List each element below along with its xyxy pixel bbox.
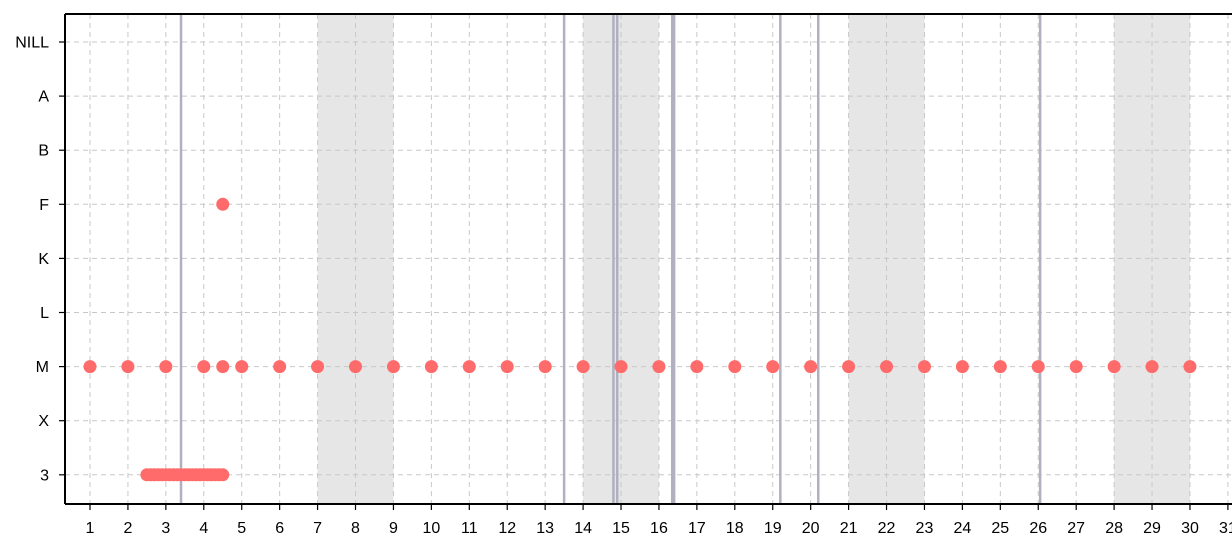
data-point bbox=[197, 360, 211, 374]
x-tick-label: 20 bbox=[802, 520, 820, 537]
data-point bbox=[216, 197, 230, 211]
x-tick-label: 6 bbox=[275, 520, 284, 537]
data-point bbox=[576, 360, 590, 374]
x-tick-label: 24 bbox=[953, 520, 971, 537]
x-tick-labels: 1 2 3 4 5 6 7 8 9 10 11 12 13 14 15 16 17 18 19 20 21 22 23 24 2… bbox=[86, 504, 1232, 537]
data-point bbox=[614, 360, 628, 374]
data-point bbox=[652, 360, 666, 374]
y-tick-label: F bbox=[39, 197, 49, 214]
x-tick-label: 1 bbox=[86, 520, 95, 537]
data-point bbox=[386, 360, 400, 374]
x-tick-label: 11 bbox=[461, 520, 478, 537]
data-point bbox=[121, 360, 135, 374]
x-tick-label: 2 bbox=[123, 520, 132, 537]
x-tick-label: 8 bbox=[351, 520, 360, 537]
data-point bbox=[235, 360, 249, 374]
y-tick-label: M bbox=[36, 359, 49, 376]
data-point bbox=[1183, 360, 1197, 374]
x-tick-label: 5 bbox=[237, 520, 246, 537]
x-tick-label: 9 bbox=[389, 520, 398, 537]
y-tick-label: B bbox=[38, 143, 49, 160]
x-tick-label: 15 bbox=[612, 520, 630, 537]
x-tick-label: 17 bbox=[688, 520, 706, 537]
data-point bbox=[538, 360, 552, 374]
data-point bbox=[83, 360, 97, 374]
data-point bbox=[917, 360, 931, 374]
data-points bbox=[83, 197, 1197, 482]
data-point bbox=[424, 360, 438, 374]
data-point bbox=[159, 360, 173, 374]
data-point bbox=[804, 360, 818, 374]
x-tick-label: 28 bbox=[1105, 520, 1123, 537]
data-point bbox=[216, 468, 230, 482]
data-point bbox=[1145, 360, 1159, 374]
y-tick-label: A bbox=[38, 89, 49, 106]
data-point bbox=[955, 360, 969, 374]
x-tick-label: 31 bbox=[1219, 520, 1232, 537]
data-point bbox=[500, 360, 514, 374]
data-point bbox=[993, 360, 1007, 374]
data-point bbox=[690, 360, 704, 374]
x-tick-label: 27 bbox=[1067, 520, 1085, 537]
data-point bbox=[462, 360, 476, 374]
y-tick-labels: NILL A B F K L M X 3 bbox=[15, 35, 65, 484]
x-tick-label: 4 bbox=[199, 520, 208, 537]
x-tick-label: 26 bbox=[1029, 520, 1047, 537]
y-tick-label: NILL bbox=[15, 35, 49, 52]
x-tick-label: 7 bbox=[313, 520, 322, 537]
x-tick-label: 16 bbox=[650, 520, 668, 537]
data-point bbox=[1031, 360, 1045, 374]
x-tick-label: 14 bbox=[574, 520, 592, 537]
data-point bbox=[349, 360, 363, 374]
vertical-marker-lines bbox=[179, 14, 1042, 504]
data-point bbox=[880, 360, 894, 374]
data-point bbox=[311, 360, 325, 374]
y-tick-label: L bbox=[40, 305, 49, 322]
x-tick-label: 25 bbox=[991, 520, 1009, 537]
x-tick-label: 21 bbox=[840, 520, 858, 537]
x-tick-label: 13 bbox=[536, 520, 554, 537]
data-point bbox=[273, 360, 287, 374]
x-tick-label: 18 bbox=[726, 520, 744, 537]
y-tick-label: K bbox=[38, 251, 49, 268]
shaded-bands bbox=[317, 14, 1190, 504]
data-point bbox=[216, 360, 230, 374]
x-tick-label: 12 bbox=[498, 520, 516, 537]
y-tick-label: X bbox=[38, 413, 49, 430]
y-tick-label: 3 bbox=[40, 467, 49, 484]
x-tick-label: 29 bbox=[1143, 520, 1161, 537]
x-tick-label: 30 bbox=[1181, 520, 1199, 537]
data-point bbox=[766, 360, 780, 374]
x-tick-label: 3 bbox=[161, 520, 170, 537]
data-point bbox=[842, 360, 856, 374]
grid-lines bbox=[65, 14, 1232, 504]
x-tick-label: 23 bbox=[916, 520, 934, 537]
data-point bbox=[1069, 360, 1083, 374]
x-tick-label: 10 bbox=[422, 520, 440, 537]
x-tick-label: 19 bbox=[764, 520, 782, 537]
x-tick-label: 22 bbox=[878, 520, 896, 537]
data-point bbox=[728, 360, 742, 374]
data-point bbox=[1107, 360, 1121, 374]
